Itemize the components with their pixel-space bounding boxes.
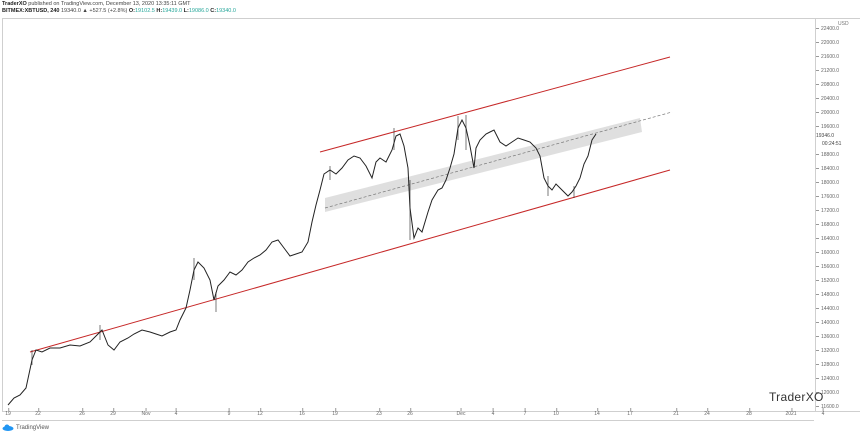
cloud-icon bbox=[2, 424, 14, 431]
price-tick: 13600.0 bbox=[816, 334, 839, 340]
logo-text: TradingView bbox=[16, 424, 50, 431]
bar-countdown: 00:24:51 bbox=[822, 141, 842, 147]
publish-info: TraderXO published on TradingView.com, D… bbox=[2, 1, 190, 8]
time-tick: 26 bbox=[407, 408, 413, 417]
price-tick: 19600.0 bbox=[816, 124, 839, 130]
time-axis[interactable]: 19 22 26 29 Nov 4 9 12 16 19 23 26 Dec 4 7 10 14 17 21 24 28… bbox=[2, 408, 824, 421]
low-label: L: bbox=[183, 8, 189, 14]
price-tick: 11600.0 bbox=[816, 404, 839, 410]
chart-pane[interactable] bbox=[2, 18, 815, 412]
time-tick: 26 bbox=[79, 408, 85, 417]
tradingview-logo[interactable]: TradingView bbox=[2, 424, 49, 431]
time-tick: Nov bbox=[141, 408, 151, 417]
time-tick: 2021 bbox=[785, 408, 797, 417]
time-tick: 24 bbox=[704, 408, 710, 417]
time-tick: 10 bbox=[553, 408, 559, 417]
price-tick: 16000.0 bbox=[816, 250, 839, 256]
price-tick: 18000.0 bbox=[816, 180, 839, 186]
author-watermark: TraderXO bbox=[769, 390, 824, 404]
close-label: C: bbox=[210, 8, 217, 14]
publish-text: published on TradingView.com, December 1… bbox=[26, 1, 191, 7]
low-value: 19086.0 bbox=[188, 8, 209, 14]
author-name[interactable]: TraderXO bbox=[2, 1, 27, 7]
time-tick: 19 bbox=[332, 408, 338, 417]
lower-channel-line bbox=[29, 169, 671, 353]
price-tick: 20000.0 bbox=[816, 110, 839, 116]
price-tick: 20400.0 bbox=[816, 96, 839, 102]
channel-midline bbox=[324, 111, 673, 209]
price-axis[interactable]: USD 22400.0 22000.0 21600.0 21200.0 20800.0 2… bbox=[815, 18, 860, 412]
price-tick: 14000.0 bbox=[816, 320, 839, 326]
time-tick: 12 bbox=[257, 408, 263, 417]
time-tick: 17 bbox=[627, 408, 633, 417]
time-tick: 14 bbox=[594, 408, 600, 417]
price-tick: 17200.0 bbox=[816, 208, 839, 214]
price-tick: 22400.0 bbox=[816, 26, 839, 32]
currency-label: USD bbox=[838, 21, 849, 27]
time-tick: 7 bbox=[523, 408, 527, 417]
price-tick: 12800.0 bbox=[816, 362, 839, 368]
price-tick: 16400.0 bbox=[816, 236, 839, 242]
time-tick: 22 bbox=[35, 408, 41, 417]
upper-channel-line bbox=[319, 56, 671, 153]
price-tick: 17600.0 bbox=[816, 194, 839, 200]
current-price-label: 19346.0 bbox=[816, 133, 835, 139]
open-value: 19102.5 bbox=[134, 8, 155, 14]
time-tick: 4 bbox=[174, 408, 178, 417]
symbol-label: BITMEX:XBTUSD, 240 bbox=[2, 8, 60, 14]
price-tick: 14400.0 bbox=[816, 306, 839, 312]
last-price: 19340.0 bbox=[61, 8, 81, 14]
time-tick: Dec bbox=[456, 408, 466, 417]
resistance-zone bbox=[325, 118, 642, 212]
price-tick: 15600.0 bbox=[816, 264, 839, 270]
price-tick: 16800.0 bbox=[816, 222, 839, 228]
time-tick: 4 bbox=[821, 408, 825, 417]
time-tick: 28 bbox=[746, 408, 752, 417]
price-tick: 18400.0 bbox=[816, 166, 839, 172]
price-series bbox=[7, 118, 597, 406]
price-change: ▲ +527.5 (+2.8%) bbox=[82, 8, 128, 14]
price-tick: 13200.0 bbox=[816, 348, 839, 354]
price-tick: 12400.0 bbox=[816, 376, 839, 382]
price-tick: 21200.0 bbox=[816, 68, 839, 74]
time-tick: 21 bbox=[673, 408, 679, 417]
time-tick: 29 bbox=[110, 408, 116, 417]
high-value: 19439.0 bbox=[162, 8, 183, 14]
time-tick: 4 bbox=[491, 408, 495, 417]
time-tick: 16 bbox=[299, 408, 305, 417]
candle-wicks bbox=[31, 115, 575, 365]
price-tick: 15200.0 bbox=[816, 278, 839, 284]
price-tick: 12000.0 bbox=[816, 390, 839, 396]
price-tick: 18800.0 bbox=[816, 152, 839, 158]
close-value: 19340.0 bbox=[216, 8, 236, 14]
time-tick: 19 bbox=[5, 408, 11, 417]
price-tick: 21600.0 bbox=[816, 54, 839, 60]
price-tick: 20800.0 bbox=[816, 82, 839, 88]
high-label: H: bbox=[156, 8, 163, 14]
time-tick: 9 bbox=[227, 408, 231, 417]
price-tick: 22000.0 bbox=[816, 40, 839, 46]
price-tick: 14800.0 bbox=[816, 292, 839, 298]
time-tick: 23 bbox=[376, 408, 382, 417]
open-label: O: bbox=[128, 8, 135, 14]
symbol-info: BITMEX:XBTUSD, 240 19340.0 ▲ +527.5 (+2.… bbox=[2, 8, 236, 15]
